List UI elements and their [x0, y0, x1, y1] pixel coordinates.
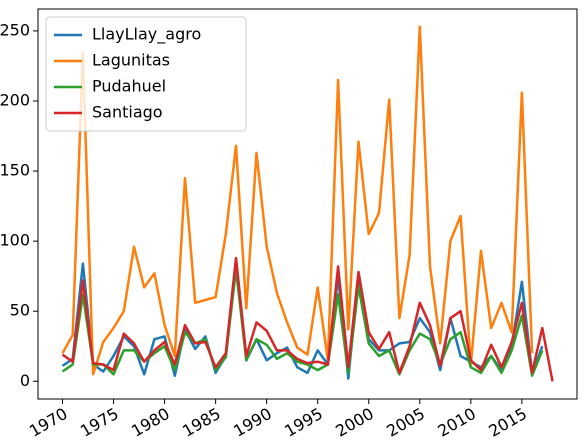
- legend-label: Santiago: [92, 103, 163, 122]
- legend-label: Lagunitas: [92, 51, 170, 70]
- y-tick-label: 100: [0, 231, 30, 250]
- y-tick-label: 0: [20, 371, 30, 390]
- x-tick-label: 2010: [434, 404, 479, 441]
- x-tick-label: 1990: [230, 404, 275, 441]
- y-tick-label: 200: [0, 90, 30, 109]
- x-tick-label: 1970: [26, 404, 71, 441]
- y-tick-label: 250: [0, 20, 30, 39]
- x-tick-label: 2000: [332, 404, 377, 441]
- x-tick-label: 2005: [383, 404, 428, 441]
- x-tick-label: 1995: [281, 404, 326, 441]
- legend-box: [45, 16, 247, 132]
- series-line: [61, 256, 554, 382]
- axes-frame: [37, 8, 578, 400]
- x-tick-label: 2015: [485, 404, 530, 441]
- x-tick-label: 1985: [179, 404, 224, 441]
- y-tick-label: 150: [0, 161, 30, 180]
- legend-label: Pudahuel: [92, 77, 166, 96]
- y-tick-label: 50: [10, 301, 30, 320]
- legend-label: LlayLlay_agro: [92, 25, 201, 45]
- series-line: [61, 258, 544, 380]
- x-tick-label: 1975: [77, 404, 122, 441]
- series-line: [61, 25, 534, 376]
- x-tick-label: 1980: [128, 404, 173, 441]
